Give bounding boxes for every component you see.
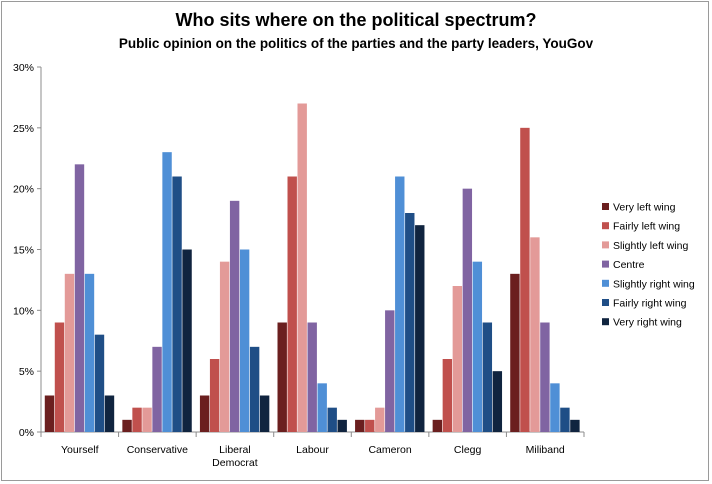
bar xyxy=(482,322,493,432)
bar xyxy=(570,419,580,432)
bar xyxy=(182,249,192,432)
y-tick-label: 10% xyxy=(13,305,34,317)
legend-label: Slightly left wing xyxy=(613,240,688,252)
x-tick-label: Yourself xyxy=(61,444,99,456)
x-tick-label: Labour xyxy=(296,444,329,456)
bar xyxy=(385,310,395,432)
x-tick-label: Cameron xyxy=(368,444,411,456)
bar xyxy=(415,225,425,432)
bar xyxy=(249,346,260,432)
y-tick-label: 25% xyxy=(13,123,34,135)
bar xyxy=(259,395,270,432)
y-tick-label: 20% xyxy=(13,184,34,196)
y-tick-label: 0% xyxy=(19,427,34,439)
bar xyxy=(122,419,132,432)
bar xyxy=(104,395,115,432)
bar xyxy=(297,103,307,432)
legend-label: Fairly left wing xyxy=(613,221,680,233)
x-tick-label: Democrat xyxy=(212,457,258,469)
bar xyxy=(452,286,463,432)
bar xyxy=(550,383,560,432)
bar xyxy=(162,152,172,432)
legend-swatch xyxy=(602,222,609,230)
legend-label: Fairly right wing xyxy=(613,298,687,310)
bar xyxy=(395,176,405,432)
bar xyxy=(355,419,365,432)
bar xyxy=(44,395,55,432)
bar xyxy=(462,188,473,432)
bar xyxy=(74,164,85,433)
legend-label: Centre xyxy=(613,259,645,271)
y-tick-label: 15% xyxy=(13,245,34,257)
bar xyxy=(132,407,142,432)
bar xyxy=(492,371,503,432)
legend-label: Very left wing xyxy=(613,202,676,214)
x-tick-label: Liberal xyxy=(219,444,251,456)
legend-swatch xyxy=(602,279,609,287)
bar xyxy=(287,176,297,432)
bar xyxy=(442,359,453,432)
bar xyxy=(64,273,75,432)
bar xyxy=(277,322,287,432)
bar xyxy=(472,261,483,432)
legend-swatch xyxy=(602,203,609,210)
bar xyxy=(520,127,530,432)
legend-label: Very right wing xyxy=(613,317,682,329)
chart-subtitle: Public opinion on the politics of the pa… xyxy=(118,36,594,51)
bar xyxy=(327,407,337,432)
bar xyxy=(317,383,327,432)
x-tick-label: Clegg xyxy=(454,444,482,456)
bar xyxy=(152,346,162,432)
bar xyxy=(307,322,317,432)
legend-swatch xyxy=(602,241,609,249)
legend-label: Slightly right wing xyxy=(613,278,695,290)
bar xyxy=(142,407,152,432)
legend-swatch xyxy=(602,299,609,306)
bar xyxy=(510,273,520,432)
bar xyxy=(94,334,105,432)
x-tick-label: Miliband xyxy=(526,444,565,456)
bar xyxy=(84,273,95,432)
bar xyxy=(229,200,240,432)
x-tick-label: Conservative xyxy=(127,444,188,456)
bar xyxy=(560,407,570,432)
legend-swatch xyxy=(602,318,609,326)
legend-swatch xyxy=(602,260,609,268)
bar xyxy=(375,407,385,432)
bar xyxy=(54,322,65,432)
bar xyxy=(209,359,220,432)
bar xyxy=(405,213,415,432)
bar xyxy=(199,395,210,432)
y-tick-label: 5% xyxy=(19,366,34,378)
bar xyxy=(337,419,347,432)
bar xyxy=(219,261,230,432)
bar xyxy=(239,249,250,432)
bar xyxy=(432,419,443,432)
chart-title: Who sits where on the political spectrum… xyxy=(175,10,537,30)
bar xyxy=(540,322,550,432)
bar xyxy=(172,176,182,432)
bar xyxy=(530,237,540,432)
bar xyxy=(365,419,375,432)
y-tick-label: 30% xyxy=(13,62,34,74)
